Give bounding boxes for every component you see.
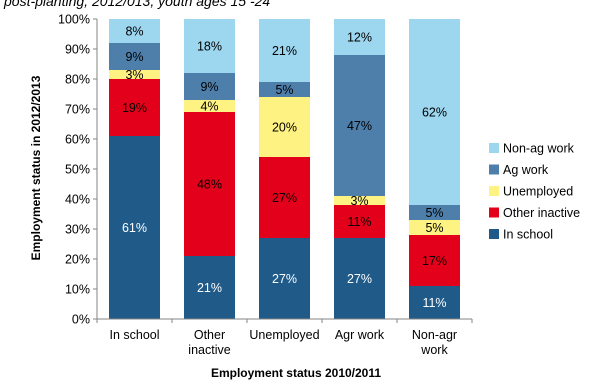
bar-segment (109, 70, 160, 79)
legend-swatch (489, 229, 499, 239)
x-tick-label-line: Other (194, 328, 225, 342)
y-axis: 0% 10% 20% 30% 40% 50% 60% 70% 80% 90% 100% (58, 13, 98, 327)
bar-segment (184, 19, 235, 73)
data-label: 3% (125, 68, 143, 82)
legend-label: Other inactive (503, 206, 580, 220)
bar-segment (334, 238, 385, 319)
data-label: 11% (347, 215, 371, 229)
data-label: 18% (197, 40, 222, 54)
y-tick-label: 20% (65, 253, 90, 267)
legend-label: In school (503, 228, 553, 242)
legend-swatch (489, 164, 499, 175)
bar-segment (334, 205, 385, 238)
bar-segment (334, 19, 385, 55)
legend: Non-ag work Ag work Unemployed Other inacti… (489, 142, 580, 242)
data-label: 12% (347, 31, 372, 45)
x-axis: In school Other inactive Unemployed Agr work… (96, 318, 473, 357)
data-label: 61% (122, 221, 147, 235)
x-tick-label-line: inactive (188, 343, 230, 357)
x-tick-label-line: In school (109, 328, 159, 342)
data-label: 27% (272, 272, 297, 286)
legend-label: Ag work (503, 163, 549, 177)
bar-segment (409, 235, 460, 286)
bar-segment (184, 73, 235, 100)
bar-segment (334, 196, 385, 205)
y-tick-label: 0% (72, 313, 90, 327)
y-tick-label: 60% (65, 133, 90, 147)
x-tick-label-line: work (420, 343, 448, 357)
legend-swatch (489, 143, 499, 153)
y-tick-label: 100% (58, 13, 90, 27)
y-tick-label: 80% (65, 73, 90, 87)
legend-label: Non-ag work (503, 142, 575, 156)
data-label: 47% (347, 119, 372, 133)
bar-segment (184, 100, 235, 112)
data-label: 9% (200, 80, 218, 94)
data-label: 27% (272, 191, 297, 205)
bar-segment (259, 157, 310, 238)
bar-segment (334, 55, 385, 196)
bar-segment (109, 19, 160, 43)
y-tick-label: 70% (65, 103, 90, 117)
data-label: 20% (272, 121, 297, 135)
data-label: 3% (350, 194, 368, 208)
x-tick-label: Agr work (335, 328, 385, 342)
bar-segment (259, 19, 310, 82)
data-label: 4% (200, 100, 218, 114)
y-tick-label: 90% (65, 43, 90, 57)
bar-segment (109, 79, 160, 136)
plot-area: 61% 19% 3% 9% 8% 21% 48% 4% 9% 18% 27% 27% 20% 5% 21% 2… (109, 19, 460, 319)
data-label: 8% (125, 25, 143, 39)
bar-segment (109, 43, 160, 70)
bar-segment (409, 286, 460, 319)
bar-segment (409, 220, 460, 235)
legend-label: Unemployed (503, 185, 573, 199)
y-tick-label: 50% (65, 163, 90, 177)
y-tick-label: 10% (65, 283, 90, 297)
x-tick-label-line: Unemployed (249, 328, 319, 342)
y-tick-label: 30% (65, 223, 90, 237)
bar-segment (259, 82, 310, 97)
x-tick-label-line: Agr work (335, 328, 385, 342)
bar-segment (259, 97, 310, 157)
x-tick-label-line: Non-agr (412, 328, 457, 342)
data-label: 21% (272, 44, 297, 58)
data-label: 48% (197, 178, 222, 192)
data-label: 9% (125, 50, 143, 64)
x-axis-title: Employment status 2010/2011 (211, 366, 381, 380)
bar-segment (109, 136, 160, 319)
chart-caption: post-planting, 2012/013, youth ages 15 -… (3, 0, 270, 9)
legend-swatch (489, 207, 499, 218)
x-tick-label: Other inactive (188, 328, 230, 357)
data-label: 62% (422, 106, 447, 120)
x-tick-label: In school (109, 328, 159, 342)
legend-swatch (489, 186, 499, 196)
data-label: 11% (422, 296, 446, 310)
data-label: 27% (347, 272, 372, 286)
bar-segment (409, 205, 460, 220)
data-label: 17% (422, 254, 447, 268)
y-tick-label: 40% (65, 193, 90, 207)
x-tick-label: Unemployed (249, 328, 319, 342)
bar-segment (184, 112, 235, 256)
data-label: 5% (425, 206, 443, 220)
bar-segment (184, 256, 235, 319)
bar-segment (409, 19, 460, 205)
data-label: 5% (425, 221, 443, 235)
data-label: 5% (275, 83, 293, 97)
data-label: 21% (197, 281, 222, 295)
x-tick-label: Non-agr work (412, 328, 457, 357)
y-axis-title: Employment status in 2012/2013 (29, 75, 43, 260)
data-label: 19% (122, 101, 147, 115)
bar-segment (259, 238, 310, 319)
